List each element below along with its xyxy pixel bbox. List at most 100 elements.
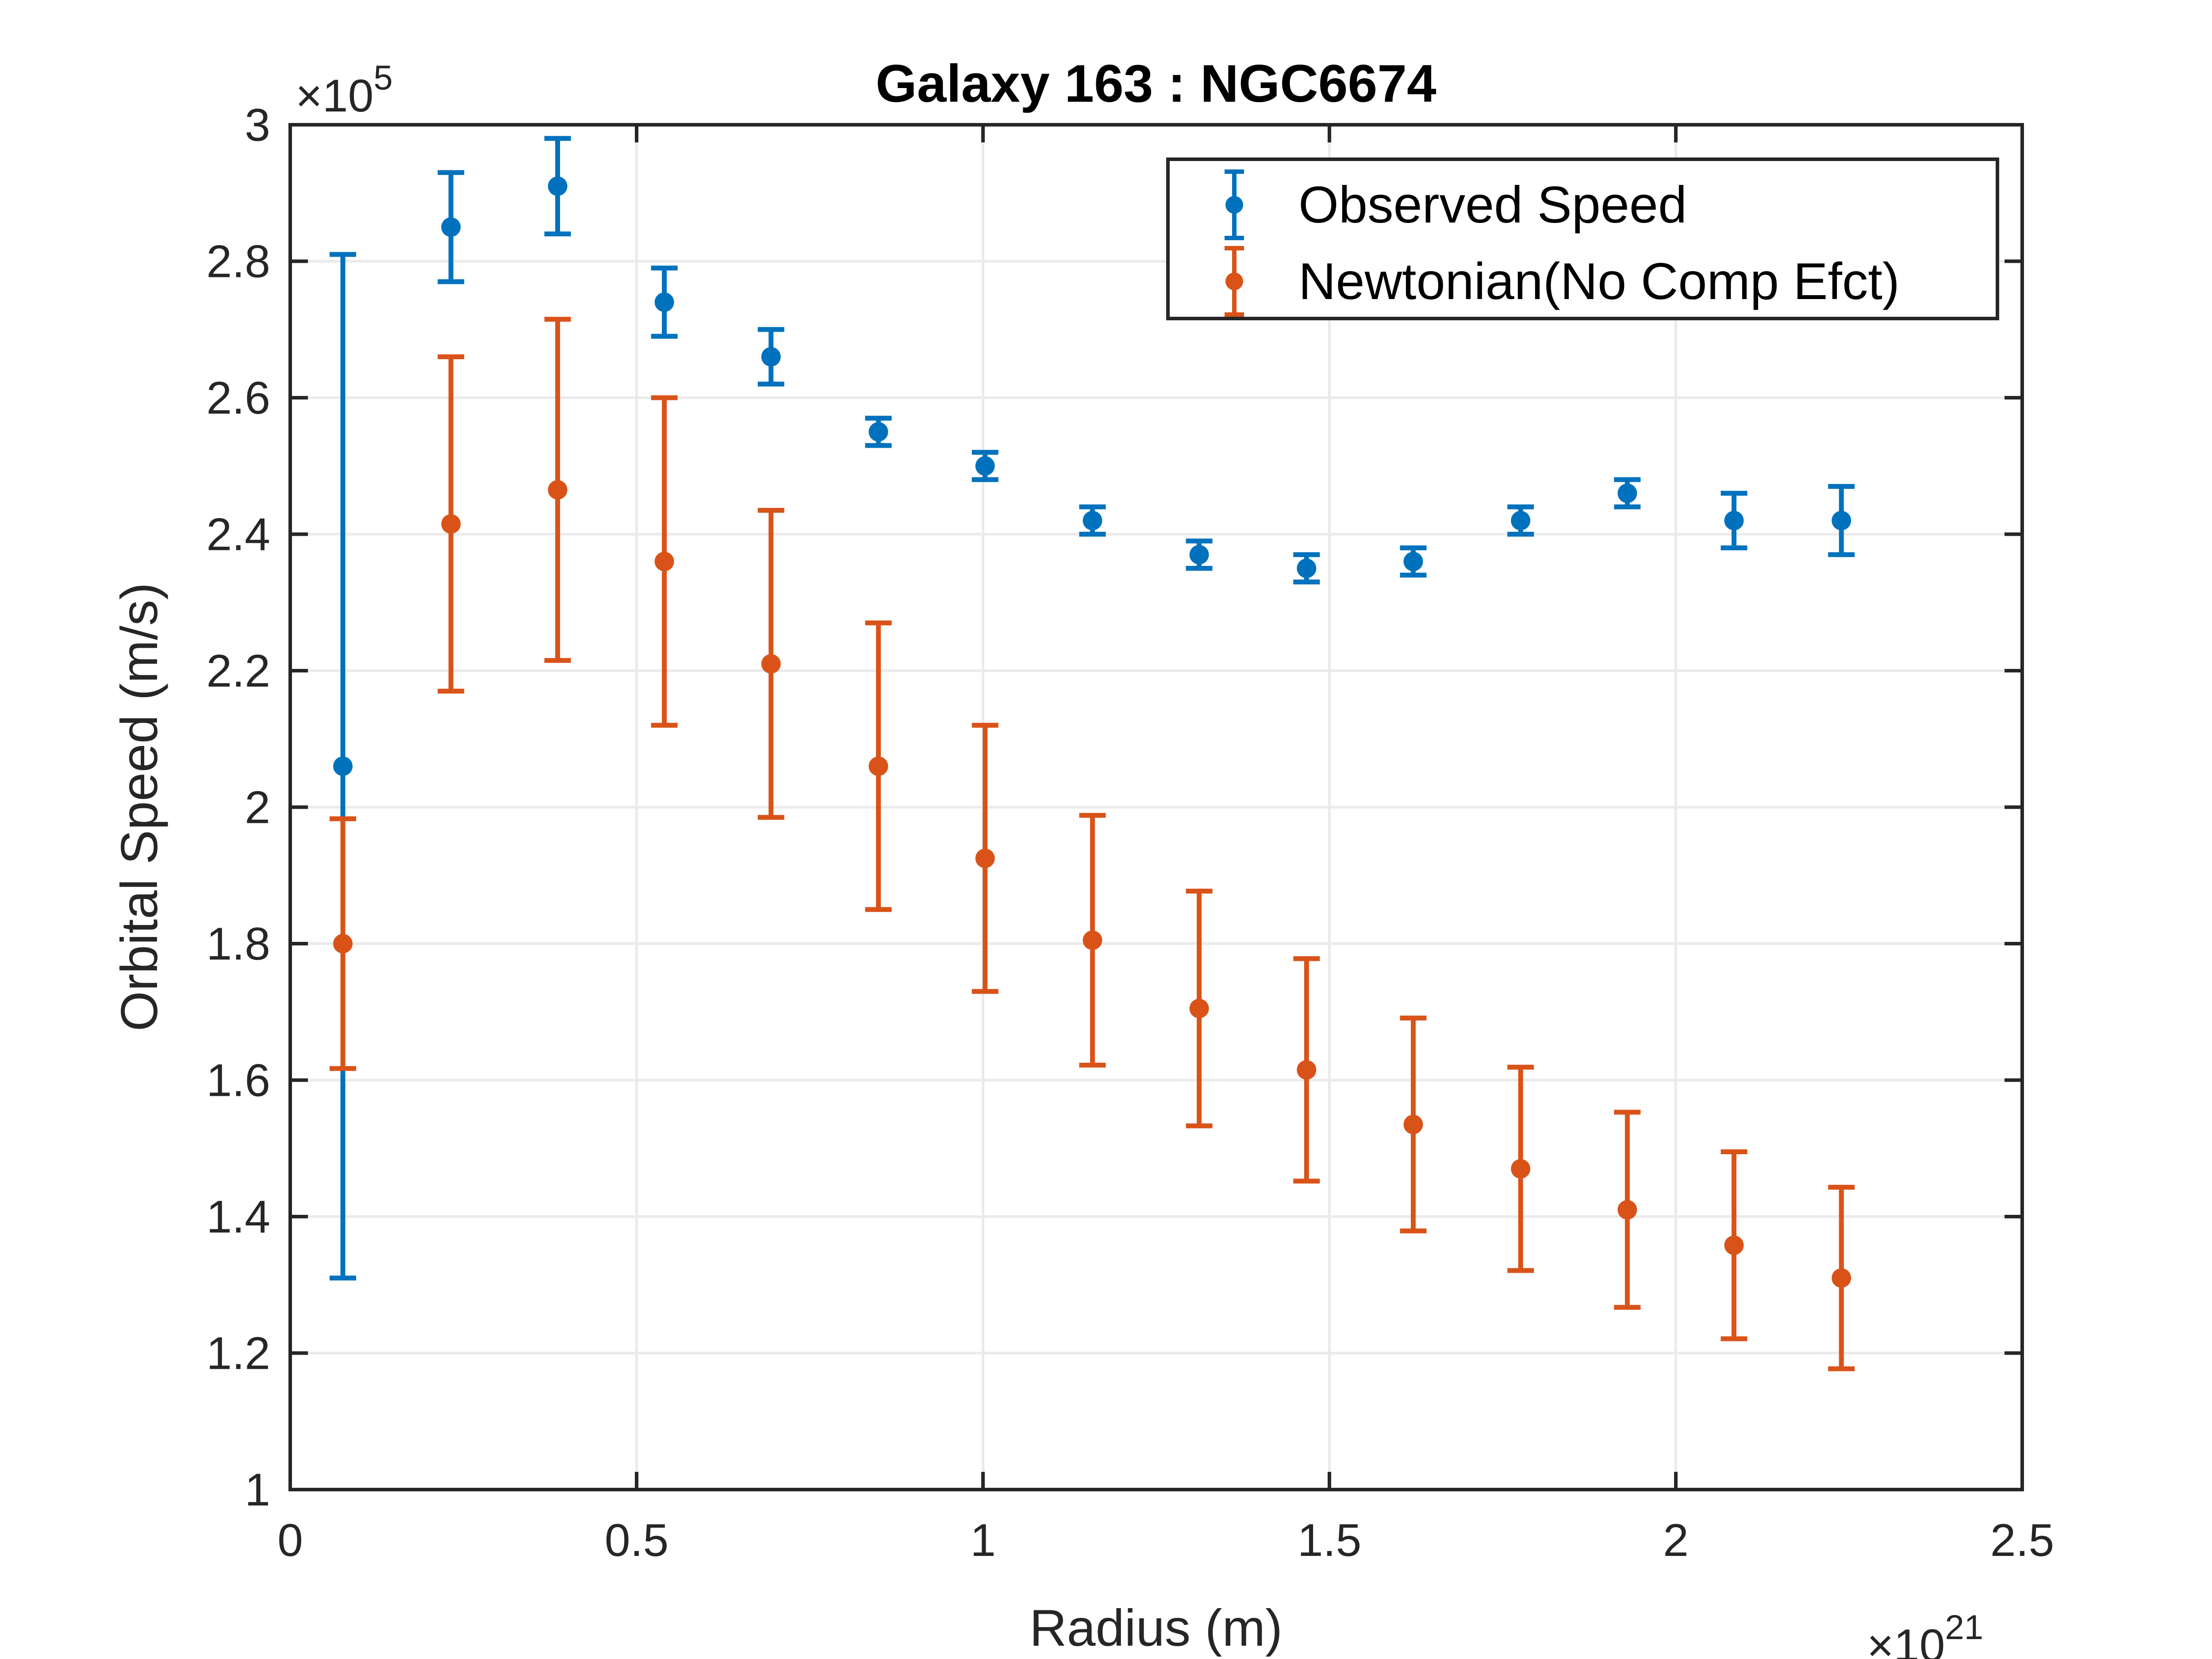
data-point — [333, 756, 353, 776]
data-point-group — [1186, 538, 1213, 571]
data-point — [868, 756, 888, 776]
data-point-group — [1293, 552, 1320, 584]
series-observed-speed — [330, 136, 1855, 1281]
legend-label-observed: Observed Speed — [1298, 176, 1687, 234]
legend-marker-newtonian — [1225, 246, 1244, 317]
data-point-group — [1079, 504, 1106, 537]
x-tick-label: 1.5 — [1298, 1515, 1362, 1566]
data-point — [1617, 483, 1637, 503]
data-point — [868, 422, 888, 442]
legend-point — [1225, 196, 1243, 214]
y-exponent-label: ×105 — [296, 58, 393, 122]
y-exponent-power: 5 — [373, 58, 392, 97]
x-axis-label: Radius (m) — [1029, 1599, 1283, 1657]
data-point — [654, 552, 674, 572]
data-point — [1832, 1268, 1851, 1288]
data-point-group — [1614, 477, 1641, 510]
data-point-group — [865, 415, 892, 448]
data-point — [1189, 545, 1209, 565]
data-point — [548, 176, 568, 196]
y-tick-labels: 1 1.2 1.4 1.6 1.8 2 2.2 2.4 2.6 2.8 3 — [206, 100, 270, 1516]
data-point-group — [1293, 956, 1320, 1184]
data-point-group — [1079, 813, 1106, 1068]
svg-text:×1021: ×1021 — [1867, 1608, 1983, 1659]
y-tick-label: 1 — [245, 1464, 270, 1516]
legend-item-newtonian: Newtonian(No Comp Efct) — [1225, 246, 1900, 317]
data-point — [1511, 1159, 1531, 1179]
y-tick-label: 2.8 — [206, 236, 270, 288]
data-point-group — [1828, 484, 1855, 557]
data-point — [441, 217, 461, 237]
svg-text:×105: ×105 — [296, 58, 393, 122]
y-tick-label: 2.2 — [206, 645, 270, 697]
legend-label-newtonian: Newtonian(No Comp Efct) — [1298, 252, 1900, 310]
x-tick-label: 2 — [1663, 1515, 1689, 1566]
data-point — [1297, 1060, 1317, 1080]
data-point — [548, 480, 568, 500]
x-tick-label: 0.5 — [605, 1515, 669, 1566]
data-point-group — [330, 252, 357, 1281]
data-point — [761, 654, 781, 674]
data-point-group — [651, 395, 678, 728]
data-point — [441, 514, 461, 534]
x-exponent-base: ×10 — [1867, 1620, 1945, 1659]
data-point-group — [1400, 1015, 1427, 1233]
data-point — [761, 347, 781, 367]
x-exponent-power: 21 — [1945, 1608, 1983, 1647]
chart-title: Galaxy 163 : NGC6674 — [876, 54, 1436, 113]
legend-point — [1225, 273, 1243, 290]
y-tick-label: 2.6 — [206, 373, 270, 424]
data-point-group — [757, 327, 784, 387]
y-tick-label: 2.4 — [206, 509, 270, 561]
data-series — [330, 136, 1855, 1371]
y-tick-label: 1.6 — [206, 1055, 270, 1106]
plot-frame — [288, 123, 2024, 1491]
data-point-group — [1507, 1064, 1534, 1273]
data-point — [1403, 552, 1423, 572]
legend-item-observed: Observed Speed — [1225, 169, 1687, 240]
data-point — [1083, 511, 1102, 530]
data-point-group — [438, 170, 465, 284]
data-point-group — [1828, 1185, 1855, 1371]
x-tick-label: 2.5 — [1990, 1515, 2055, 1566]
y-tick-label: 1.8 — [206, 918, 270, 970]
data-point-group — [651, 265, 678, 339]
y-tick-label: 1.4 — [206, 1191, 270, 1243]
y-tick-label: 3 — [245, 100, 270, 151]
data-point — [975, 849, 995, 868]
data-point-group — [544, 317, 571, 663]
series-newtonian — [330, 317, 1855, 1371]
x-tick-labels: 0 0.5 1 1.5 2 2.5 — [277, 1515, 2054, 1566]
data-point — [1511, 511, 1531, 530]
legend: Observed Speed Newtonian(No Comp Efct) — [1166, 157, 1999, 320]
data-point-group — [865, 620, 892, 912]
data-point-group — [1507, 504, 1534, 537]
data-point-group — [1720, 1149, 1747, 1341]
data-point-group — [544, 136, 571, 237]
data-point-group — [757, 508, 784, 820]
data-point-group — [438, 354, 465, 694]
data-point — [1724, 1235, 1744, 1255]
data-point — [1617, 1200, 1637, 1220]
data-point-group — [1720, 491, 1747, 550]
data-point — [1189, 998, 1209, 1018]
data-point — [1403, 1114, 1423, 1134]
y-tick-label: 1.2 — [206, 1328, 270, 1379]
x-exponent-label: ×1021 — [1867, 1608, 1983, 1659]
data-point-group — [1400, 545, 1427, 578]
legend-marker-observed — [1225, 169, 1244, 240]
data-point-group — [1614, 1110, 1641, 1310]
y-exponent-base: ×10 — [296, 70, 373, 122]
data-point-group — [330, 816, 357, 1071]
legend-box — [1166, 157, 1999, 320]
x-tick-label: 1 — [970, 1515, 996, 1566]
data-point-group — [1186, 888, 1213, 1129]
data-point-group — [972, 722, 998, 994]
data-point-group — [972, 449, 998, 482]
data-point — [1724, 511, 1744, 530]
y-tick-label: 2 — [245, 782, 270, 833]
y-axis-label: Orbital Speed (m/s) — [110, 583, 168, 1031]
data-point — [1297, 558, 1317, 578]
data-point — [1083, 930, 1102, 950]
